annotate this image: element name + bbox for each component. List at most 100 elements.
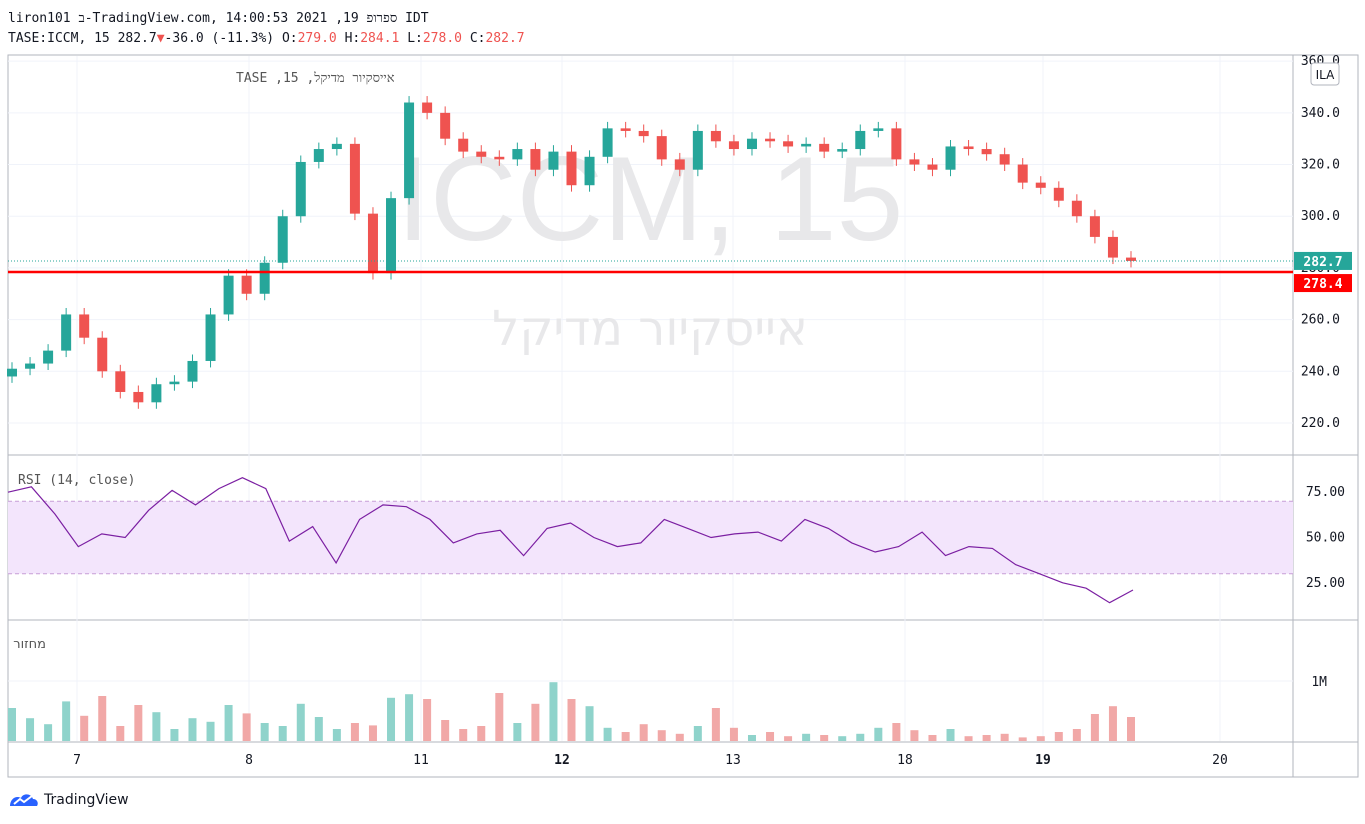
candle-body [891, 128, 902, 160]
volume-bar [1108, 706, 1117, 741]
candle-body [169, 381, 180, 385]
candle-body [909, 159, 920, 165]
volume-bar [657, 730, 666, 741]
candle-body [710, 130, 721, 142]
last-price-tag-label: 282.7 [1303, 255, 1342, 270]
price-change: -36.0 (-11.3%) [164, 31, 275, 46]
candle-body [259, 262, 270, 294]
candle-body [855, 130, 866, 150]
candle-body [620, 128, 631, 131]
candle-body [530, 149, 541, 170]
symbol-label: TASE:ICCM, 15 [8, 31, 110, 46]
price-tick-label: 340.0 [1301, 106, 1340, 121]
time-tick-label: 7 [73, 753, 81, 768]
volume-bar [928, 735, 937, 741]
rsi-tick-label: 50.00 [1306, 531, 1345, 546]
volume-bar [621, 732, 630, 741]
volume-bar [314, 717, 323, 741]
volume-bar [1036, 736, 1045, 741]
candle-body [692, 130, 703, 170]
currency-badge[interactable] [1310, 62, 1340, 86]
candle-body [728, 141, 739, 150]
candle-body [674, 159, 685, 170]
candle-body [7, 368, 17, 377]
volume-bar [459, 729, 468, 741]
hline-price-tag-label: 278.4 [1303, 277, 1342, 292]
volume-bar [513, 723, 522, 741]
candle-body [223, 275, 234, 315]
tradingview-logo-icon [10, 794, 38, 806]
chart-header-line1: liron101 ב-TradingView.com, ספרופ 19, 20… [8, 11, 429, 26]
volume-bar [747, 735, 756, 741]
volume-bar [1072, 729, 1081, 741]
hline-price-tag-bg [1294, 274, 1352, 293]
candle-body [43, 350, 54, 364]
candle-body [476, 151, 487, 157]
candle-body [1126, 257, 1136, 261]
price-tick-label: 320.0 [1301, 158, 1340, 173]
volume-bar [1000, 733, 1009, 741]
volume-bar [116, 726, 125, 741]
volume-bar [1054, 732, 1063, 741]
volume-bar [820, 735, 829, 741]
volume-bar [44, 724, 53, 741]
candle-body [1071, 200, 1082, 217]
tradingview-footer[interactable]: TradingView [8, 790, 129, 810]
last-price-tag-bg [1294, 251, 1352, 270]
rsi-line [7, 477, 1134, 604]
candle-body [1107, 236, 1118, 258]
candle-body [367, 213, 378, 274]
volume-bar [423, 699, 432, 741]
high-value: 284.1 [360, 31, 400, 46]
volume-pane-title: מחזור [13, 637, 46, 652]
price-tick-label: 300.0 [1301, 209, 1340, 224]
watermark-name: אייסקיור מדיקל [492, 301, 808, 357]
open-value: 279.0 [297, 31, 337, 46]
time-tick-label: 13 [725, 753, 741, 768]
volume-bar [784, 736, 793, 741]
volume-bar [1090, 714, 1099, 741]
volume-bar [477, 726, 486, 741]
candle-body [1017, 164, 1028, 183]
volume-bar [856, 733, 865, 741]
candle-body [927, 164, 938, 170]
volume-bar [368, 725, 377, 741]
candle-body [602, 128, 613, 157]
volume-bar [242, 713, 251, 741]
candle-body [97, 337, 108, 372]
candle-body [277, 216, 288, 263]
time-axis[interactable]: 7 8 11 12 13 18 19 20 [73, 753, 1228, 768]
volume-bar [946, 729, 955, 741]
time-tick-label: 8 [245, 753, 253, 768]
volume-bar [675, 733, 684, 741]
rsi-pane-title: RSI (14, close) [18, 473, 135, 488]
candle-body [945, 146, 956, 170]
candle-body [25, 363, 36, 369]
volume-tick-label: 1M [1311, 675, 1327, 690]
volume-bar [964, 736, 973, 741]
volume-bar [405, 694, 414, 741]
watermark-symbol: ICCM, 15 [397, 132, 904, 266]
low-value: 278.0 [422, 31, 462, 46]
candle-body [801, 143, 812, 147]
hline-price-tag: 278.4 [1294, 274, 1352, 293]
volume-bar [26, 718, 35, 741]
volume-bar [206, 721, 215, 741]
candle-body [313, 149, 324, 162]
candle-body [765, 138, 776, 142]
candle-body [241, 275, 252, 294]
grid-lines [8, 56, 1293, 741]
price-tick-label: 240.0 [1301, 364, 1340, 379]
volume-bar [387, 697, 396, 741]
volume-bar [603, 727, 612, 741]
volume-bar [766, 732, 775, 741]
candle-body [151, 384, 162, 403]
volume-bar [838, 736, 847, 741]
rsi-tick-label: 25.00 [1306, 576, 1345, 591]
volume-bar [585, 706, 594, 741]
currency-badge-label: ILA [1316, 68, 1336, 82]
time-tick-label: 18 [897, 753, 913, 768]
candle-body [638, 130, 649, 137]
last-price-tag: 282.7 [1294, 251, 1352, 270]
